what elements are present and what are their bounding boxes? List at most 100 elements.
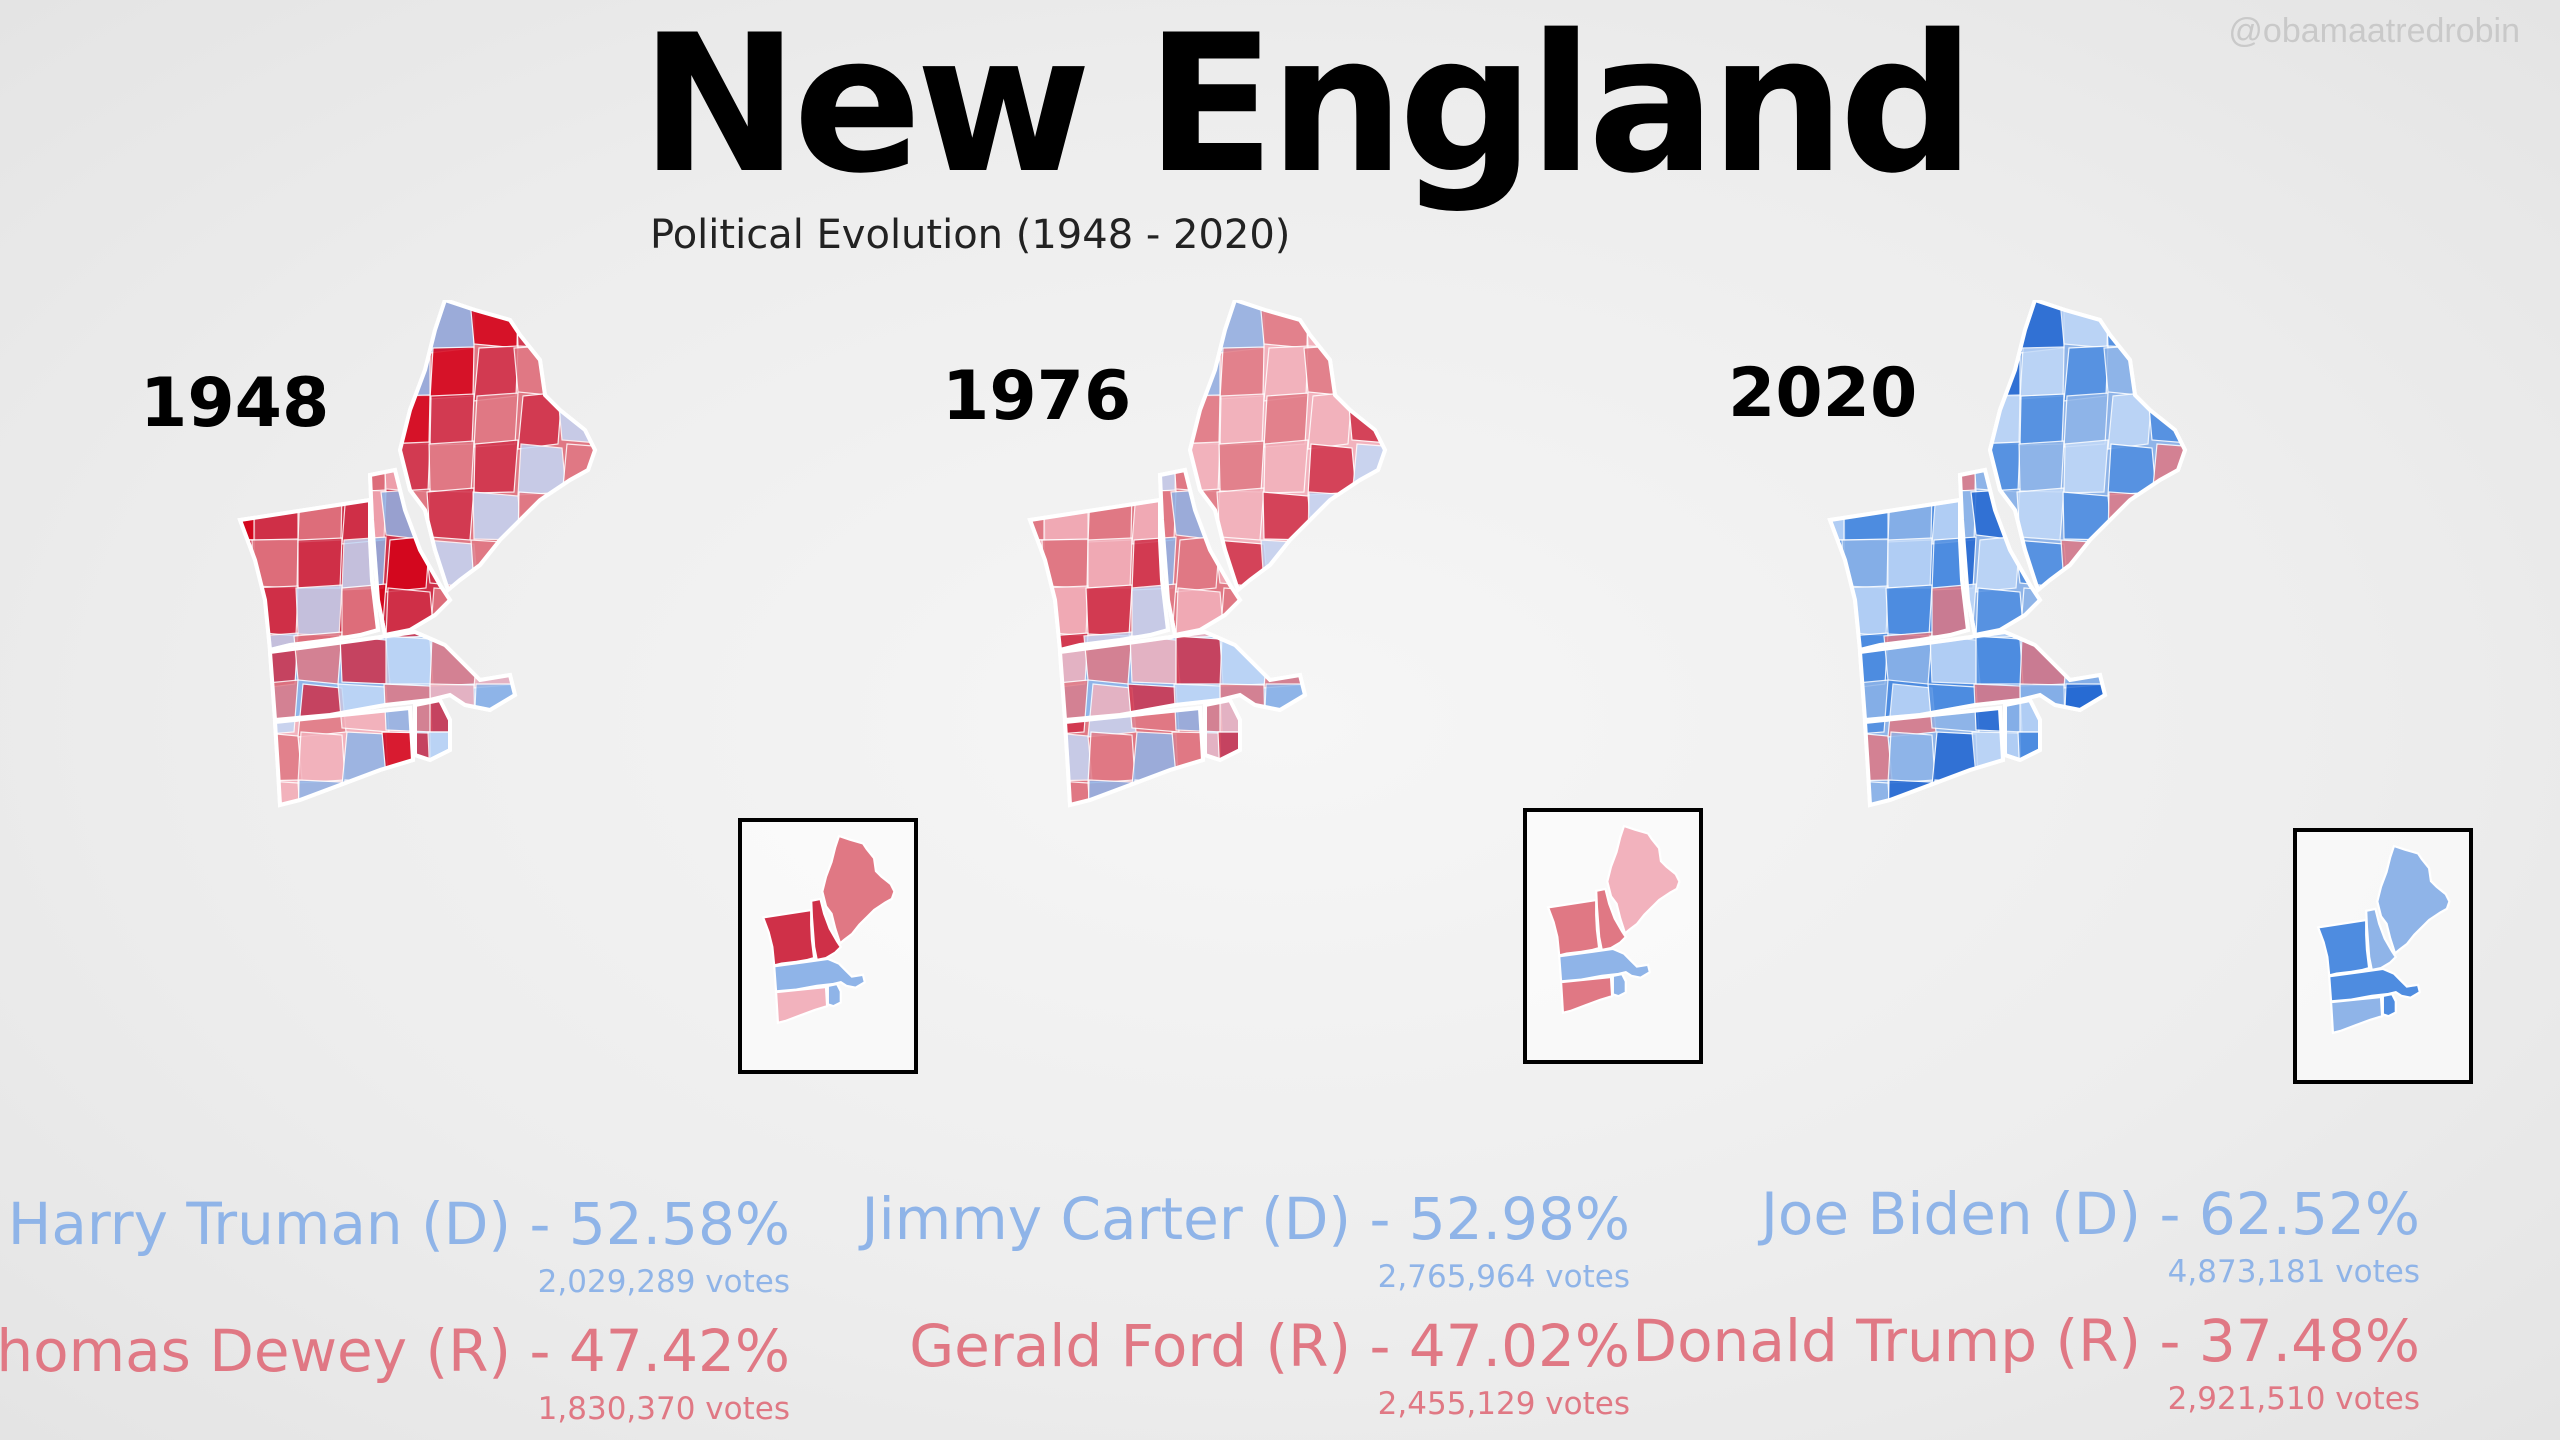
county: [2195, 634, 2240, 684]
county: [2059, 588, 2110, 636]
county: [1000, 681, 1044, 733]
county: [1259, 588, 1310, 636]
county: [606, 540, 650, 591]
county: [2152, 729, 2196, 784]
county: [298, 444, 342, 496]
county: [1000, 634, 1044, 687]
county: [517, 540, 564, 588]
county: [1304, 632, 1305, 637]
county: [562, 300, 606, 348]
inset-state-ma: [1558, 947, 1652, 983]
county: [251, 300, 302, 348]
county: [1041, 828, 1090, 876]
county: [473, 439, 519, 494]
county: [342, 828, 386, 877]
state-border-ma: [267, 629, 518, 723]
county: [249, 348, 301, 396]
county: [1352, 492, 1398, 543]
county: [1844, 396, 1890, 448]
county: [1131, 348, 1177, 396]
county: [1844, 444, 1889, 494]
county: [1352, 729, 1396, 784]
county: [210, 348, 258, 400]
county: [2152, 729, 2196, 784]
county: [1306, 824, 1352, 876]
county: [606, 828, 653, 878]
county: [517, 540, 564, 588]
county: [1396, 300, 1440, 350]
county: [1131, 348, 1177, 396]
county: [1883, 396, 1933, 444]
county: [2196, 492, 2241, 545]
county: [1352, 300, 1396, 348]
county: [1352, 300, 1396, 348]
county: [341, 348, 387, 396]
county: [1176, 300, 1221, 351]
county: [1039, 348, 1091, 396]
county: [1352, 540, 1397, 589]
county: [518, 730, 562, 782]
county: [1885, 348, 1934, 396]
county: [2016, 779, 2064, 828]
county: [1352, 300, 1396, 348]
county: [1392, 444, 1442, 492]
county: [516, 824, 562, 876]
county: [560, 344, 606, 396]
county: [1352, 776, 1396, 830]
county: [514, 587, 564, 590]
county: [1000, 540, 1044, 588]
county: [1129, 396, 1176, 444]
county: [562, 492, 608, 543]
county: [342, 300, 388, 349]
state-border-ct: [272, 705, 416, 808]
county: [1887, 828, 1933, 876]
county: [1083, 396, 1133, 444]
county: [249, 348, 301, 396]
county: [2106, 824, 2152, 876]
county: [1800, 587, 1844, 641]
county: [1000, 728, 1044, 780]
county: [2152, 828, 2200, 876]
county: [513, 636, 562, 684]
county: [1976, 300, 2021, 351]
county: [1302, 635, 1305, 685]
county: [2108, 683, 2152, 736]
county: [1976, 300, 2021, 351]
county: [1396, 348, 1444, 396]
county: [1883, 396, 1933, 444]
county: [210, 780, 258, 828]
state-border-me: [397, 300, 598, 594]
county: [339, 396, 386, 444]
county: [2108, 777, 2152, 828]
county: [1932, 300, 1978, 349]
county: [1797, 780, 1848, 828]
county: [2104, 587, 2154, 590]
county: [1041, 300, 1092, 348]
county: [1039, 348, 1091, 396]
county: [1976, 300, 2021, 351]
county: [1352, 729, 1396, 784]
county: [385, 535, 431, 593]
county: [1830, 586, 1845, 642]
county: [2106, 824, 2152, 876]
county: [472, 778, 518, 828]
county: [1000, 348, 1048, 400]
dem-votes-2020: 4,873,181 votes: [2167, 1254, 2420, 1290]
county: [2062, 491, 2113, 541]
county: [1000, 300, 1044, 348]
county: [1087, 828, 1133, 876]
county: [1396, 492, 1441, 545]
county: [386, 300, 431, 351]
county: [472, 778, 518, 828]
county: [1392, 444, 1442, 492]
county: [1129, 396, 1176, 444]
county: [1173, 708, 1203, 733]
county: [342, 300, 388, 349]
county: [1264, 731, 1308, 780]
county: [518, 683, 562, 736]
county: [1000, 634, 1044, 687]
county: [561, 539, 595, 590]
county: [1392, 444, 1442, 492]
county: [1396, 587, 1440, 637]
county: [1396, 348, 1444, 396]
